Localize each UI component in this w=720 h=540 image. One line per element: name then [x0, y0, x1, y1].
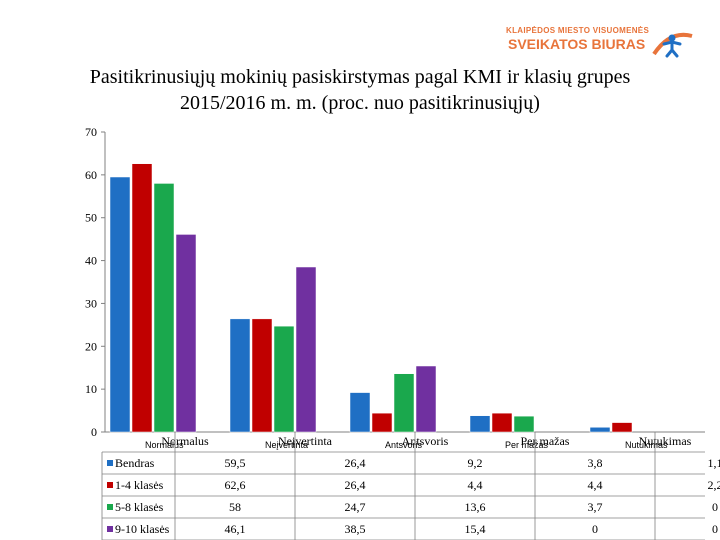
- legend-label: Bendras: [115, 456, 155, 470]
- legend-swatch: [107, 526, 113, 532]
- legend-label: 9-10 klasės: [115, 522, 170, 536]
- logo-line2: SVEIKATOS BIURAS: [508, 36, 646, 52]
- category-small-label: Nutukimas: [625, 440, 668, 450]
- y-tick-label: 0: [91, 425, 97, 439]
- chart-title-line1: Pasitikrinusiųjų mokinių pasiskirstymas …: [89, 66, 631, 88]
- data-label: 13,6: [465, 500, 486, 514]
- bar: [513, 415, 535, 433]
- bar: [589, 427, 611, 433]
- data-label: 9,2: [468, 456, 483, 470]
- chart-title-line2: 2015/2016 m. m. (proc. nuo pasitikrinusi…: [180, 92, 540, 114]
- data-label: 1,1: [708, 456, 720, 470]
- y-tick-label: 40: [85, 254, 97, 268]
- bar: [229, 318, 251, 433]
- category-header: Neįvertinta: [278, 434, 333, 448]
- logo: KLAIPĖDOS MIESTO VISUOMENĖS SVEIKATOS BI…: [500, 26, 700, 60]
- legend-label: 1-4 klasės: [115, 478, 164, 492]
- legend-swatch: [107, 460, 113, 466]
- bar: [491, 412, 513, 433]
- legend-label: 5-8 klasės: [115, 500, 164, 514]
- data-label: 0: [712, 522, 718, 536]
- data-label: 26,4: [345, 456, 366, 470]
- data-label: 2,2: [708, 478, 720, 492]
- data-label: 58: [229, 500, 241, 514]
- y-tick-label: 10: [85, 382, 97, 396]
- legend-swatch: [107, 482, 113, 488]
- bar: [295, 266, 317, 433]
- bar: [109, 176, 131, 433]
- category-header: Antsvoris: [402, 434, 449, 448]
- data-label: 3,7: [588, 500, 603, 514]
- chart-title: Pasitikrinusiųjų mokinių pasiskirstymas …: [0, 64, 720, 116]
- data-label: 62,6: [225, 478, 246, 492]
- category-header: Nutukimas: [639, 434, 692, 448]
- logo-line1: KLAIPĖDOS MIESTO VISUOMENĖS: [506, 26, 650, 35]
- bar: [371, 412, 393, 433]
- bar: [153, 183, 175, 433]
- person-icon: [652, 32, 693, 58]
- data-label: 0: [592, 522, 598, 536]
- bar: [469, 415, 491, 433]
- y-tick-label: 50: [85, 211, 97, 225]
- category-small-label: Per mažas: [505, 440, 549, 450]
- y-tick-label: 60: [85, 168, 97, 182]
- data-label: 59,5: [225, 456, 246, 470]
- bar: [175, 234, 197, 433]
- data-label: 3,8: [588, 456, 603, 470]
- data-label: 46,1: [225, 522, 246, 536]
- data-label: 38,5: [345, 522, 366, 536]
- bar: [251, 318, 273, 433]
- category-header: Per mažas: [521, 434, 570, 448]
- data-label: 15,4: [465, 522, 486, 536]
- category-header: Normalus: [161, 434, 209, 448]
- y-tick-label: 30: [85, 296, 97, 310]
- data-label: 4,4: [588, 478, 603, 492]
- bar: [611, 422, 633, 433]
- bar: [415, 365, 437, 433]
- category-small-label: Neįvertinta: [265, 440, 308, 450]
- bar: [131, 163, 153, 433]
- data-label: 4,4: [468, 478, 483, 492]
- bar: [349, 392, 371, 433]
- data-label: 24,7: [345, 500, 366, 514]
- bar: [273, 325, 295, 433]
- category-small-label: Normalus: [145, 440, 184, 450]
- y-tick-label: 70: [85, 125, 97, 139]
- category-small-label: Antsvoris: [385, 440, 423, 450]
- legend-swatch: [107, 504, 113, 510]
- data-label: 26,4: [345, 478, 366, 492]
- data-label: 0: [712, 500, 718, 514]
- y-tick-label: 20: [85, 339, 97, 353]
- bar: [393, 373, 415, 433]
